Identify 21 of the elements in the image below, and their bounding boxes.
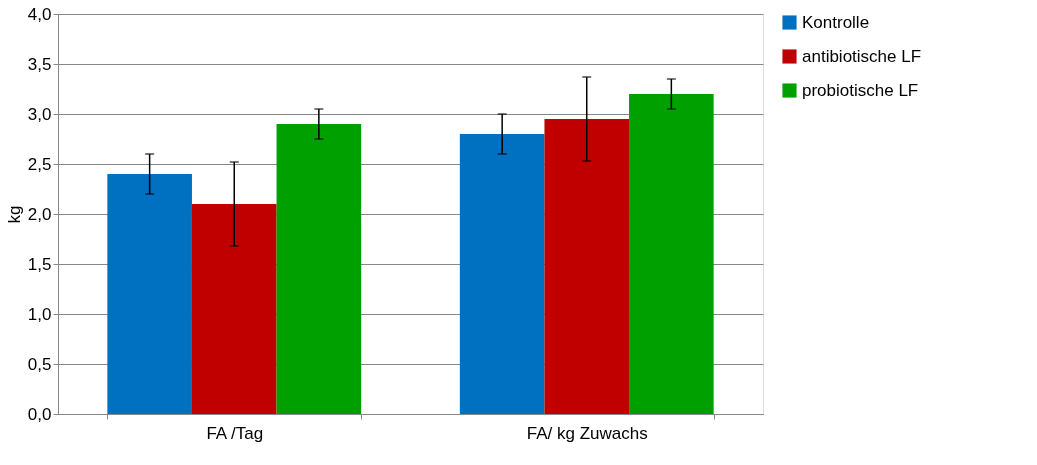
y-tick-label: 3,5 (27, 54, 52, 74)
bar (629, 94, 714, 414)
y-tick-label: 0,0 (27, 404, 52, 424)
bar (191, 204, 277, 414)
bar (544, 119, 630, 414)
y-tick-label: 1,5 (27, 254, 52, 274)
y-tick-label: 0,5 (27, 354, 52, 374)
y-tick-label: 4,0 (27, 4, 52, 24)
x-tick-label: FA /Tag (206, 423, 264, 443)
y-tick-label: 2,0 (27, 204, 52, 224)
legend-label: Kontrolle (802, 12, 870, 32)
y-axis-title: kg (4, 205, 24, 224)
legend-label: probiotische LF (802, 80, 919, 100)
y-tick-label: 1,0 (27, 304, 52, 324)
bar (107, 174, 192, 414)
bar (276, 124, 362, 414)
x-tick-label: FA/ kg Zuwachs (526, 423, 648, 443)
legend-label: antibiotische LF (802, 46, 922, 66)
y-tick-label: 2,5 (27, 154, 52, 174)
y-tick-label: 3,0 (27, 104, 52, 124)
bar (459, 134, 545, 414)
